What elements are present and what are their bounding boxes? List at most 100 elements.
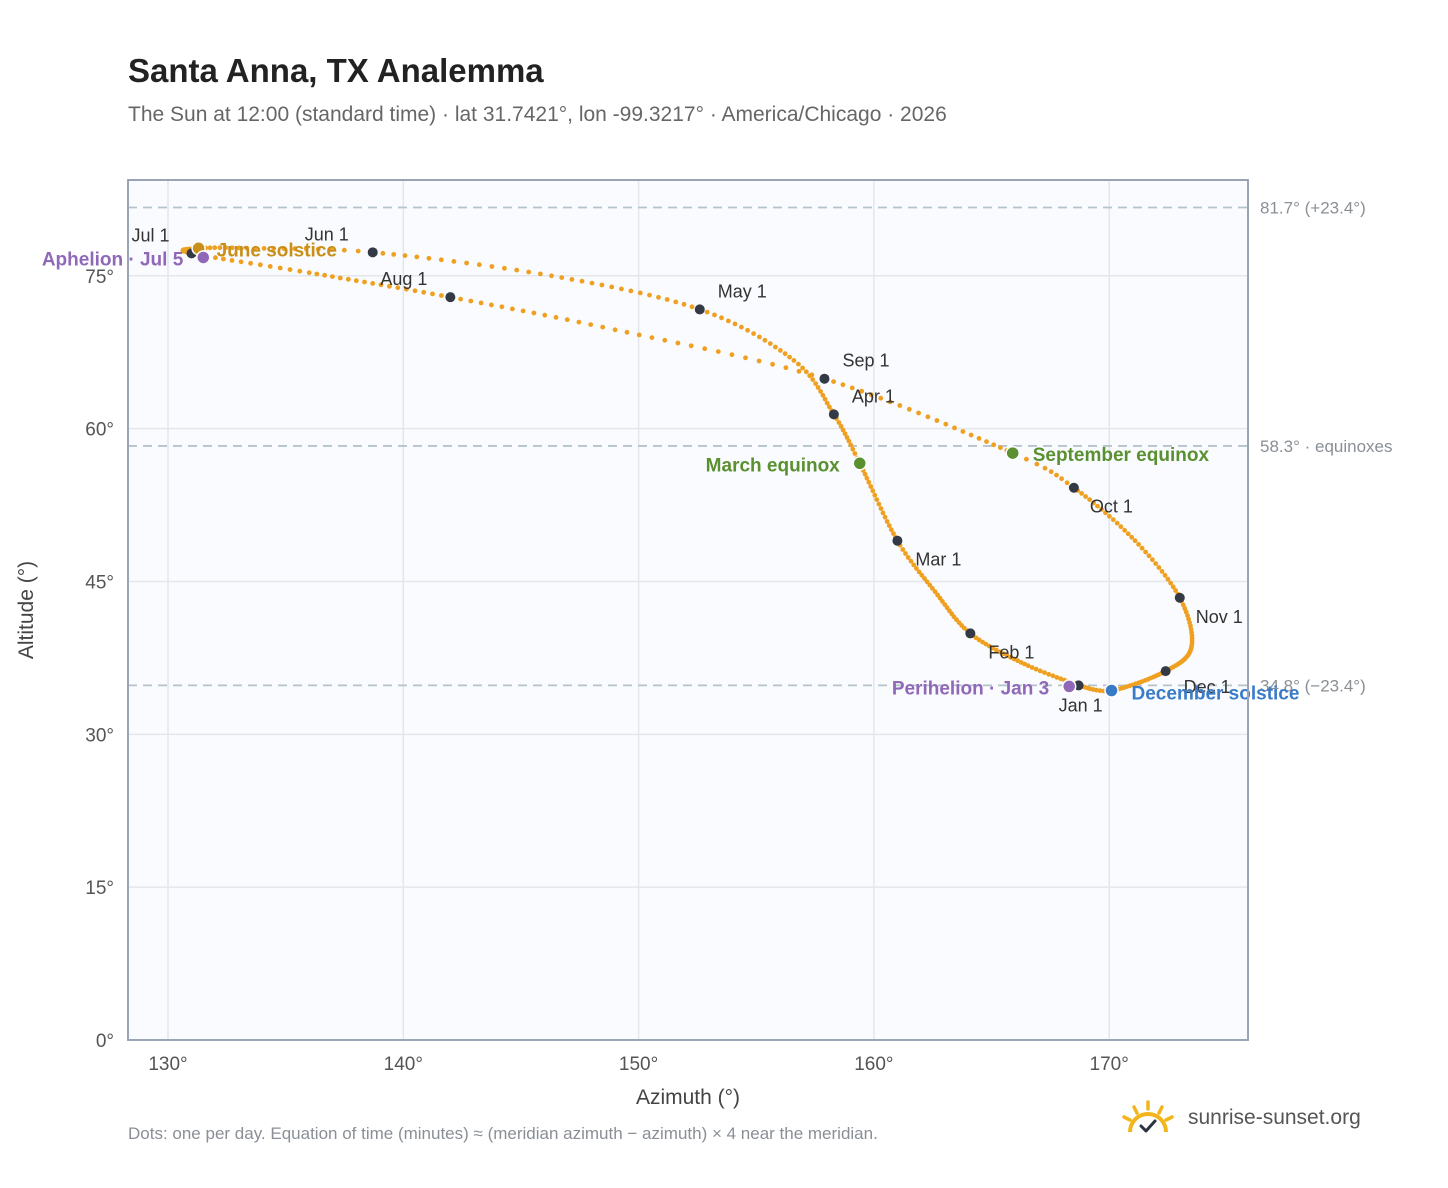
month-marker <box>892 535 903 546</box>
axis-ticks: 130° 140° 150° 160° 170° 0° 15° 30° 45° 60° 75° <box>85 267 1129 1075</box>
daily-sun-dot <box>800 365 805 371</box>
month-marker-label: Mar 1 <box>915 550 961 570</box>
daily-sun-dot <box>796 368 802 374</box>
daily-sun-dot <box>1083 494 1088 499</box>
daily-sun-dot <box>261 246 267 251</box>
daily-sun-dot <box>1153 561 1159 566</box>
reference-lines: 81.7° (+23.4°) 58.3° · equinoxes 34.8° (−2… <box>128 199 1393 695</box>
daily-sun-dot <box>848 442 854 448</box>
daily-sun-dot <box>510 306 515 312</box>
daily-sun-dot <box>943 421 949 427</box>
page-title: Santa Anna, TX Analemma <box>128 52 544 89</box>
daily-sun-dot <box>489 264 495 269</box>
daily-sun-dot <box>458 296 463 302</box>
daily-sun-dot <box>1099 507 1104 512</box>
daily-sun-dot <box>783 365 789 371</box>
reference-line-label: 34.8° (−23.4°) <box>1260 676 1366 695</box>
daily-sun-dot <box>277 265 283 271</box>
daily-sun-dot <box>1087 497 1092 502</box>
daily-sun-dot <box>922 576 927 581</box>
daily-sun-dot <box>743 355 748 361</box>
daily-sun-dot <box>1173 588 1178 593</box>
daily-sun-dot <box>840 427 846 433</box>
month-marker <box>1160 666 1171 677</box>
daily-sun-dot <box>656 294 661 300</box>
daily-sun-dot <box>1095 503 1100 509</box>
month-marker-label: Feb 1 <box>988 642 1034 662</box>
daily-sun-dot <box>569 277 575 282</box>
page-subtitle: The Sun at 12:00 (standard time) · lat 3… <box>128 103 947 126</box>
footer-note: Dots: one per day. Equation of time (min… <box>128 1124 878 1143</box>
daily-sun-dot <box>244 245 250 251</box>
daily-sun-dot <box>412 288 418 294</box>
daily-sun-dot <box>341 247 347 253</box>
daily-sun-dot <box>252 245 258 251</box>
daily-sun-dot <box>745 327 750 333</box>
daily-sun-dot <box>859 388 865 394</box>
daily-sun-dot <box>1064 480 1070 486</box>
daily-sun-dot <box>1037 668 1043 674</box>
daily-sun-dot <box>911 562 917 568</box>
daily-sun-dot <box>932 589 938 595</box>
daily-sun-dot <box>850 446 856 452</box>
month-marker-label: Apr 1 <box>852 386 895 406</box>
month-marker <box>1068 482 1079 493</box>
daily-sun-dot <box>886 523 892 528</box>
y-tick-label: 0° <box>96 1031 114 1052</box>
daily-sun-dot <box>888 527 894 533</box>
month-marker <box>965 628 976 639</box>
daily-sun-dot <box>212 245 218 251</box>
daily-sun-dot <box>712 312 717 318</box>
daily-sun-dot <box>612 327 618 333</box>
daily-sun-dot <box>378 282 384 288</box>
daily-sun-dot <box>647 292 652 298</box>
daily-sun-dot <box>878 395 884 401</box>
daily-sun-dot <box>520 308 526 314</box>
daily-sun-dot <box>1046 671 1052 677</box>
month-marker <box>828 409 839 420</box>
daily-sun-dot <box>380 250 386 256</box>
daily-sun-dot <box>564 317 570 323</box>
month-marker-label: Sep 1 <box>842 351 889 371</box>
daily-sun-dot <box>815 385 821 390</box>
daily-sun-dot <box>337 275 343 281</box>
daily-sun-dot <box>862 471 868 477</box>
brand[interactable]: sunrise-sunset.org <box>1120 1100 1361 1136</box>
event-marker <box>1061 679 1077 694</box>
daily-sun-dot <box>820 392 826 398</box>
event-label: June solstice <box>217 240 337 261</box>
daily-sun-dot <box>1162 572 1168 578</box>
month-marker <box>367 247 378 258</box>
daily-sun-dot <box>1129 534 1135 540</box>
daily-sun-dot <box>903 551 908 556</box>
daily-sun-dot <box>292 246 298 252</box>
x-axis-label: Azimuth (°) <box>636 1086 740 1109</box>
daily-sun-dot <box>1118 524 1124 530</box>
y-tick-label: 30° <box>85 725 114 746</box>
daily-sun-dot <box>916 410 921 416</box>
daily-sun-dot <box>925 414 931 420</box>
daily-sun-dot <box>287 267 293 272</box>
daily-sun-dot <box>914 566 919 571</box>
daily-sun-dot <box>476 262 482 268</box>
daily-sun-dot <box>619 286 624 292</box>
daily-sun-dot <box>846 438 852 444</box>
month-marker <box>819 373 830 384</box>
daily-sun-dot <box>1054 472 1059 478</box>
daily-sun-dot <box>719 315 724 321</box>
daily-sun-dot <box>322 272 327 278</box>
daily-sun-dot <box>314 271 320 277</box>
daily-sun-dot <box>900 547 906 552</box>
daily-sun-dot <box>688 343 694 349</box>
daily-sun-dot <box>824 400 830 406</box>
daily-sun-dot <box>306 270 312 276</box>
daily-sun-dot <box>822 396 828 402</box>
daily-sun-dot <box>221 256 226 262</box>
daily-sun-dot <box>1008 654 1013 660</box>
daily-sun-dot <box>908 558 914 564</box>
daily-sun-dot <box>905 555 911 560</box>
daily-sun-dot <box>391 252 397 257</box>
month-marker-label: Jun 1 <box>305 224 349 244</box>
daily-sun-dot <box>836 420 842 425</box>
daily-sun-dot <box>878 506 884 511</box>
